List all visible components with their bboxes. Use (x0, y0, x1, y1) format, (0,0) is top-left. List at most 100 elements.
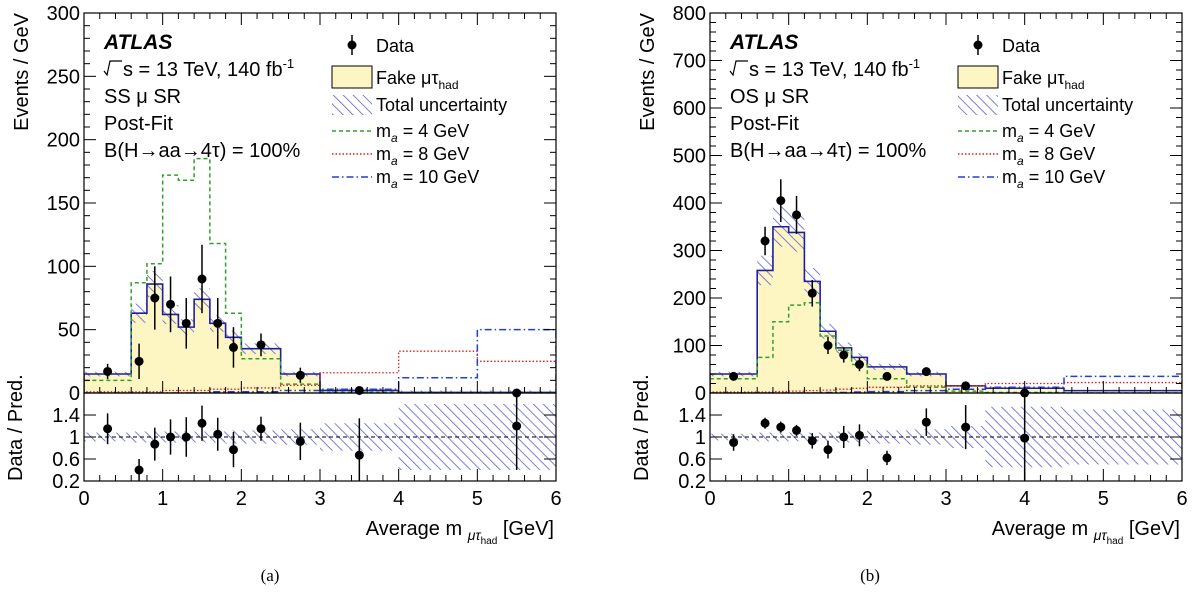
ratio-point (256, 424, 266, 434)
atlas-label: ATLAS (729, 31, 798, 54)
data-point (181, 318, 191, 328)
y-axis-label: Events / GeV (637, 12, 659, 130)
data-point (729, 371, 739, 381)
ratio-y-tick-label: 1 (69, 427, 80, 449)
ratio-point (854, 430, 864, 440)
data-point (103, 366, 113, 376)
x-tick-label: 6 (550, 488, 561, 510)
x-tick-label: 6 (1176, 488, 1187, 510)
data-point (792, 210, 802, 220)
ratio-point (228, 445, 238, 455)
data-point (354, 385, 364, 395)
x-tick-label: 2 (236, 488, 247, 510)
ratio-y-tick-label: 0.6 (678, 449, 706, 471)
ratio-y-tick-label: 0.2 (678, 471, 706, 493)
main-plot-area (710, 206, 1182, 393)
ratio-point (166, 432, 176, 442)
x-axis-label: Average m μτhad [GeV] (366, 518, 554, 547)
data-point (776, 196, 786, 206)
data-point (197, 274, 207, 284)
x-tick-label: 4 (393, 488, 404, 510)
x-axis-label: Average m μτhad [GeV] (992, 518, 1180, 547)
fake-bar (835, 347, 852, 393)
ratio-plot-area (710, 393, 1182, 481)
ratio-point (150, 439, 160, 449)
x-tick-label: 3 (314, 488, 325, 510)
fake-bar (788, 232, 805, 393)
ratio-y-tick-label: 1.4 (678, 405, 706, 427)
data-point (854, 360, 864, 369)
ratio-plot-area (84, 393, 556, 481)
caption-b: (b) (860, 566, 880, 585)
ratio-uncertainty-band (131, 431, 147, 443)
legend-data-label: Data (376, 36, 415, 56)
ratio-y-axis-label: Data / Pred. (631, 374, 653, 481)
ratio-point (295, 436, 305, 446)
legend-unc-label: Total uncertainty (1002, 95, 1133, 115)
ratio-point (807, 436, 817, 446)
branching-label: B(H→aa→4τ) = 100% (730, 140, 927, 162)
fake-bar (84, 374, 132, 393)
ratio-uncertainty-band (820, 432, 836, 442)
ratio-point (729, 438, 739, 447)
data-point (760, 236, 770, 246)
ma4-line (84, 157, 556, 393)
ratio-y-axis-label: Data / Pred. (5, 374, 27, 481)
ratio-point (792, 425, 802, 435)
data-point (150, 293, 160, 303)
data-point (839, 350, 849, 360)
legend-ma10-label: ma = 10 GeV (1002, 167, 1105, 191)
ratio-point (213, 429, 223, 439)
x-tick-label: 0 (704, 488, 715, 510)
legend-fake-swatch (331, 65, 373, 89)
y-tick-label: 200 (47, 130, 80, 152)
fake-bar (772, 226, 789, 393)
y-tick-label: 0 (69, 383, 80, 405)
ratio-point (760, 418, 770, 428)
legend-data-marker (973, 40, 983, 50)
y-tick-label: 0 (695, 383, 706, 405)
y-tick-label: 250 (47, 66, 80, 88)
sqrt-sign (103, 60, 122, 77)
ratio-point (776, 422, 786, 432)
ratio-point (1020, 433, 1030, 443)
ratio-y-tick-label: 0.6 (52, 449, 80, 471)
y-tick-label: 700 (673, 51, 706, 73)
legend-ma4-label: ma = 4 GeV (1002, 121, 1095, 145)
data-point (134, 356, 144, 366)
atlas-label: ATLAS (103, 31, 172, 54)
data-point (823, 341, 833, 350)
ratio-uncertainty-band (757, 432, 773, 442)
ratio-point (839, 432, 849, 442)
data-point (213, 318, 223, 328)
y-tick-label: 50 (58, 320, 80, 342)
energy-label: s = 13 TeV, 140 fb-1 (123, 56, 294, 81)
fake-bar (146, 284, 163, 393)
legend-ma10-label: ma = 10 GeV (376, 167, 479, 191)
ma10-line (84, 328, 556, 393)
energy-label: s = 13 TeV, 140 fb-1 (749, 56, 920, 81)
x-tick-label: 0 (78, 488, 89, 510)
ratio-point (181, 432, 191, 442)
x-tick-label: 5 (1098, 488, 1109, 510)
y-tick-label: 150 (47, 193, 80, 215)
y-tick-label: 100 (673, 336, 706, 358)
fake-bar (162, 314, 179, 393)
fake-bar (1064, 390, 1182, 393)
ratio-point (103, 424, 113, 434)
ratio-point (882, 453, 892, 463)
ratio-point (512, 421, 522, 431)
data-point (166, 299, 176, 309)
data-point (807, 288, 817, 298)
y-tick-label: 800 (673, 3, 706, 25)
y-tick-label: 100 (47, 256, 80, 278)
y-tick-label: 600 (673, 98, 706, 120)
ratio-point (823, 445, 833, 455)
fake-bar (804, 281, 821, 393)
ratio-y-tick-label: 1 (695, 427, 706, 449)
fit-label: Post-Fit (730, 113, 799, 135)
legend-ma4-label: ma = 4 GeV (376, 121, 469, 145)
fake-bar (194, 299, 210, 393)
legend-data-label: Data (1002, 36, 1041, 56)
